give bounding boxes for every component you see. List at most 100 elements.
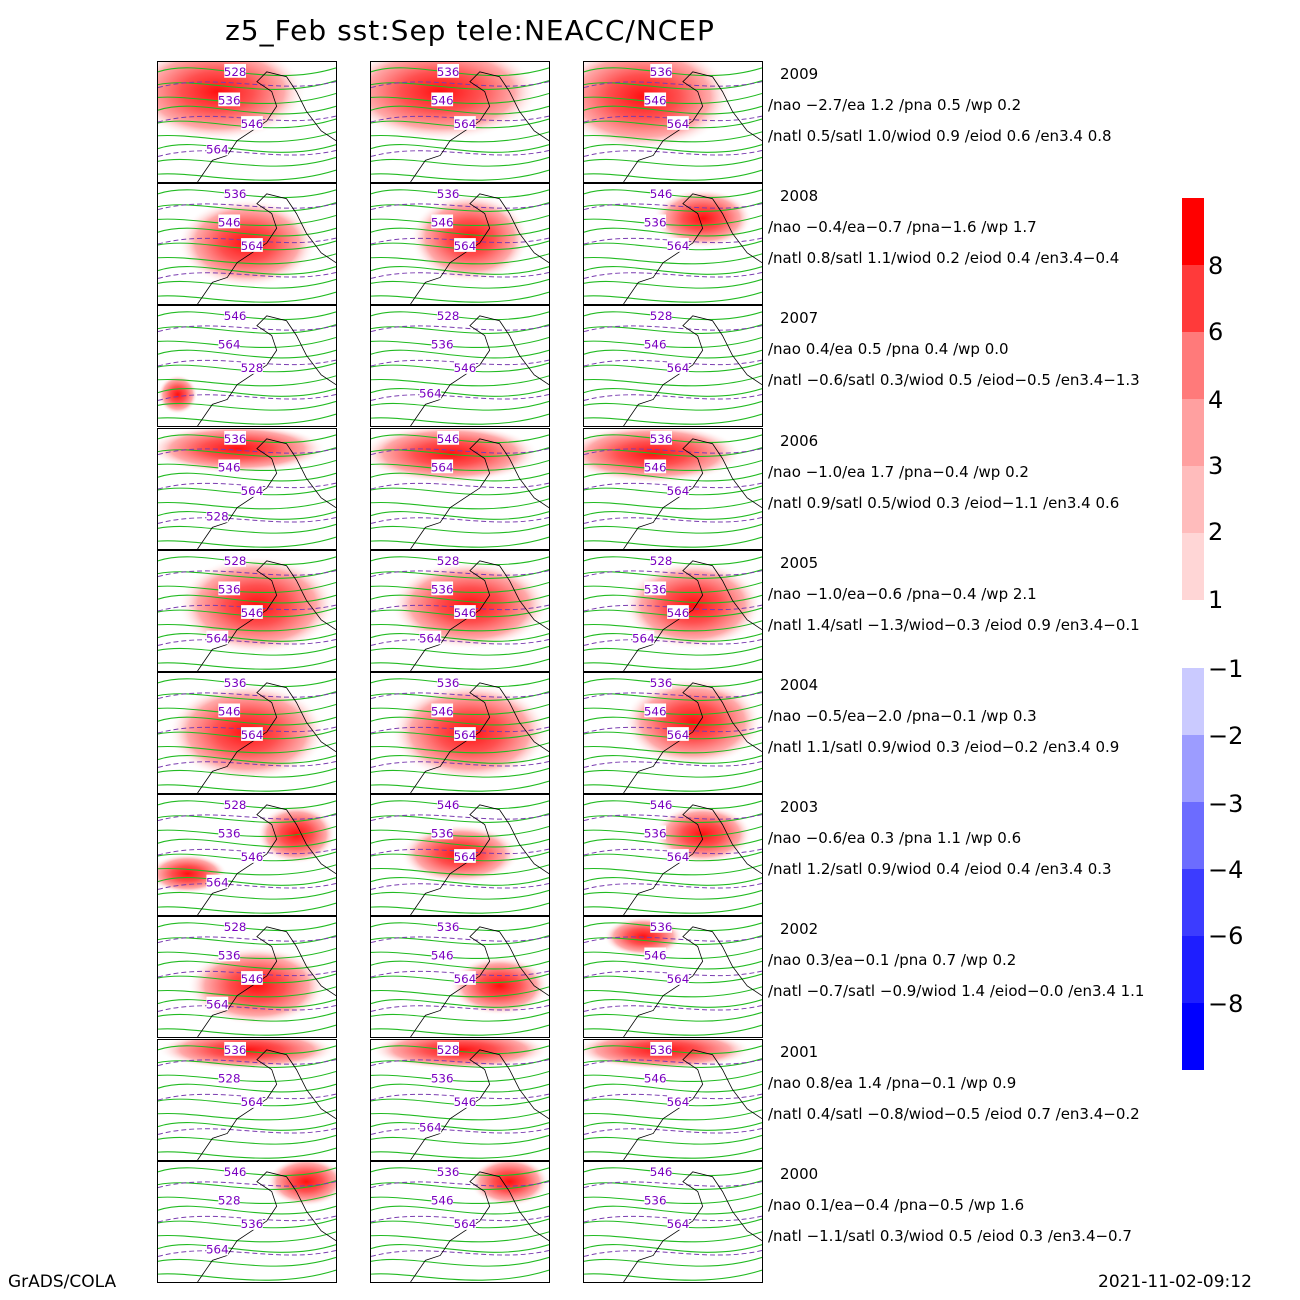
svg-text:546: 546 [224, 309, 247, 323]
height-contour [158, 446, 336, 457]
contour-label: 564 [241, 1093, 264, 1109]
height-contour [158, 890, 336, 900]
height-contour [584, 1025, 762, 1037]
contour-label: 536 [650, 674, 673, 690]
coastline [623, 71, 762, 182]
climatology-contour [371, 1127, 549, 1135]
height-contour [371, 999, 549, 1009]
svg-text:546: 546 [431, 93, 454, 107]
svg-text:564: 564 [241, 1095, 264, 1109]
height-contour [584, 1269, 762, 1281]
height-contour [158, 1205, 336, 1215]
svg-text:564: 564 [206, 998, 229, 1012]
contour-label: 564 [206, 630, 229, 645]
contour-label: 528 [437, 308, 459, 323]
positive-anomaly [410, 917, 510, 947]
positive-anomaly [371, 550, 431, 620]
height-contour [371, 485, 549, 495]
contour-label: 536 [241, 1215, 263, 1231]
positive-anomaly [296, 62, 336, 102]
contour-label: 528 [241, 360, 263, 375]
climatology-contour [371, 325, 549, 333]
index-line: /nao −1.0/ea 1.7 /pna−0.4 /wp 0.2 [768, 462, 1029, 481]
svg-text:546: 546 [650, 798, 673, 812]
height-contour [584, 362, 762, 373]
svg-text:536: 536 [644, 827, 667, 841]
height-contour [584, 1134, 762, 1145]
contour-label: 546 [218, 459, 241, 474]
height-contour [584, 156, 762, 167]
height-contour [371, 902, 549, 914]
contour-label: 536 [650, 1041, 672, 1056]
height-contour [371, 1012, 549, 1023]
contour-label: 564 [632, 630, 655, 645]
height-contour [584, 1096, 762, 1106]
colorbar-segment [1182, 198, 1204, 265]
contour-label: 546 [437, 797, 459, 812]
contour-label: 564 [454, 727, 477, 742]
colorbar-tick: 1 [1208, 586, 1224, 614]
negative-anomaly [266, 1161, 336, 1207]
height-contour [371, 645, 549, 656]
map-panel: 546 536 564 [370, 794, 550, 917]
svg-text:546: 546 [431, 949, 454, 963]
contour-label: 536 [650, 430, 672, 445]
svg-text:536: 536 [437, 1165, 460, 1179]
height-contour [584, 375, 762, 387]
height-contour [584, 851, 762, 862]
contour-label: 546 [644, 459, 667, 474]
contour-label: 564 [206, 874, 229, 890]
year-index-block: 2000/nao 0.1/ea−0.4 /pna−0.5 /wp 1.6/nat… [768, 1159, 1188, 1252]
contour-label: 546 [650, 797, 673, 812]
contour-label: 564 [419, 630, 442, 645]
svg-text:564: 564 [206, 1242, 229, 1256]
footer-software: GrADS/COLA [8, 1272, 117, 1292]
svg-text:536: 536 [437, 920, 460, 934]
svg-text:536: 536 [650, 676, 673, 690]
height-contour [584, 607, 762, 618]
svg-text:564: 564 [454, 972, 477, 986]
height-contour [371, 497, 549, 509]
contour-label: 564 [206, 997, 229, 1012]
index-line: /nao 0.8/ea 1.4 /pna−0.1 /wp 0.9 [768, 1073, 1017, 1092]
svg-text:546: 546 [224, 1165, 247, 1179]
contour-label: 546 [454, 360, 476, 375]
contour-label: 528 [218, 1192, 241, 1207]
map-panel: 528 536 546 564 [157, 549, 337, 672]
svg-text:546: 546 [644, 1071, 667, 1085]
svg-text:564: 564 [454, 728, 477, 742]
height-contour [158, 877, 336, 887]
height-contour [584, 414, 762, 426]
height-contour [371, 1108, 549, 1120]
colorbar-tick: −6 [1208, 922, 1244, 950]
contour-label: 564 [419, 1119, 442, 1134]
index-line: /natl −1.1/satl 0.3/wiod 0.5 /eiod 0.3 /… [768, 1226, 1132, 1245]
contour-label: 546 [431, 92, 454, 107]
height-contour [158, 1231, 336, 1243]
coastline [623, 926, 762, 1038]
contour-label: 528 [218, 1070, 241, 1085]
height-contour [158, 414, 336, 426]
contour-label: 536 [650, 63, 672, 79]
contour-label: 564 [454, 849, 476, 864]
height-contour [158, 755, 336, 764]
height-contour [371, 144, 549, 153]
climatology-contour [584, 761, 762, 768]
svg-text:546: 546 [667, 606, 690, 620]
svg-text:564: 564 [241, 239, 264, 253]
svg-text:546: 546 [454, 606, 477, 620]
coastline [623, 437, 762, 549]
colorbar-segment [1182, 802, 1204, 869]
svg-text:564: 564 [241, 484, 264, 498]
height-contour [584, 1205, 762, 1215]
contour-label: 536 [431, 581, 454, 596]
climatology-contour [371, 394, 549, 402]
height-contour [158, 1269, 336, 1281]
year-index-block: 2005/nao −1.0/ea−0.6 /pna−0.4 /wp 2.1/na… [768, 548, 1188, 641]
climatology-contour [371, 936, 549, 944]
svg-text:536: 536 [431, 338, 454, 352]
coastline [410, 926, 549, 1038]
svg-text:546: 546 [644, 704, 667, 718]
height-contour [584, 742, 762, 754]
colorbar-segment [1182, 735, 1204, 802]
